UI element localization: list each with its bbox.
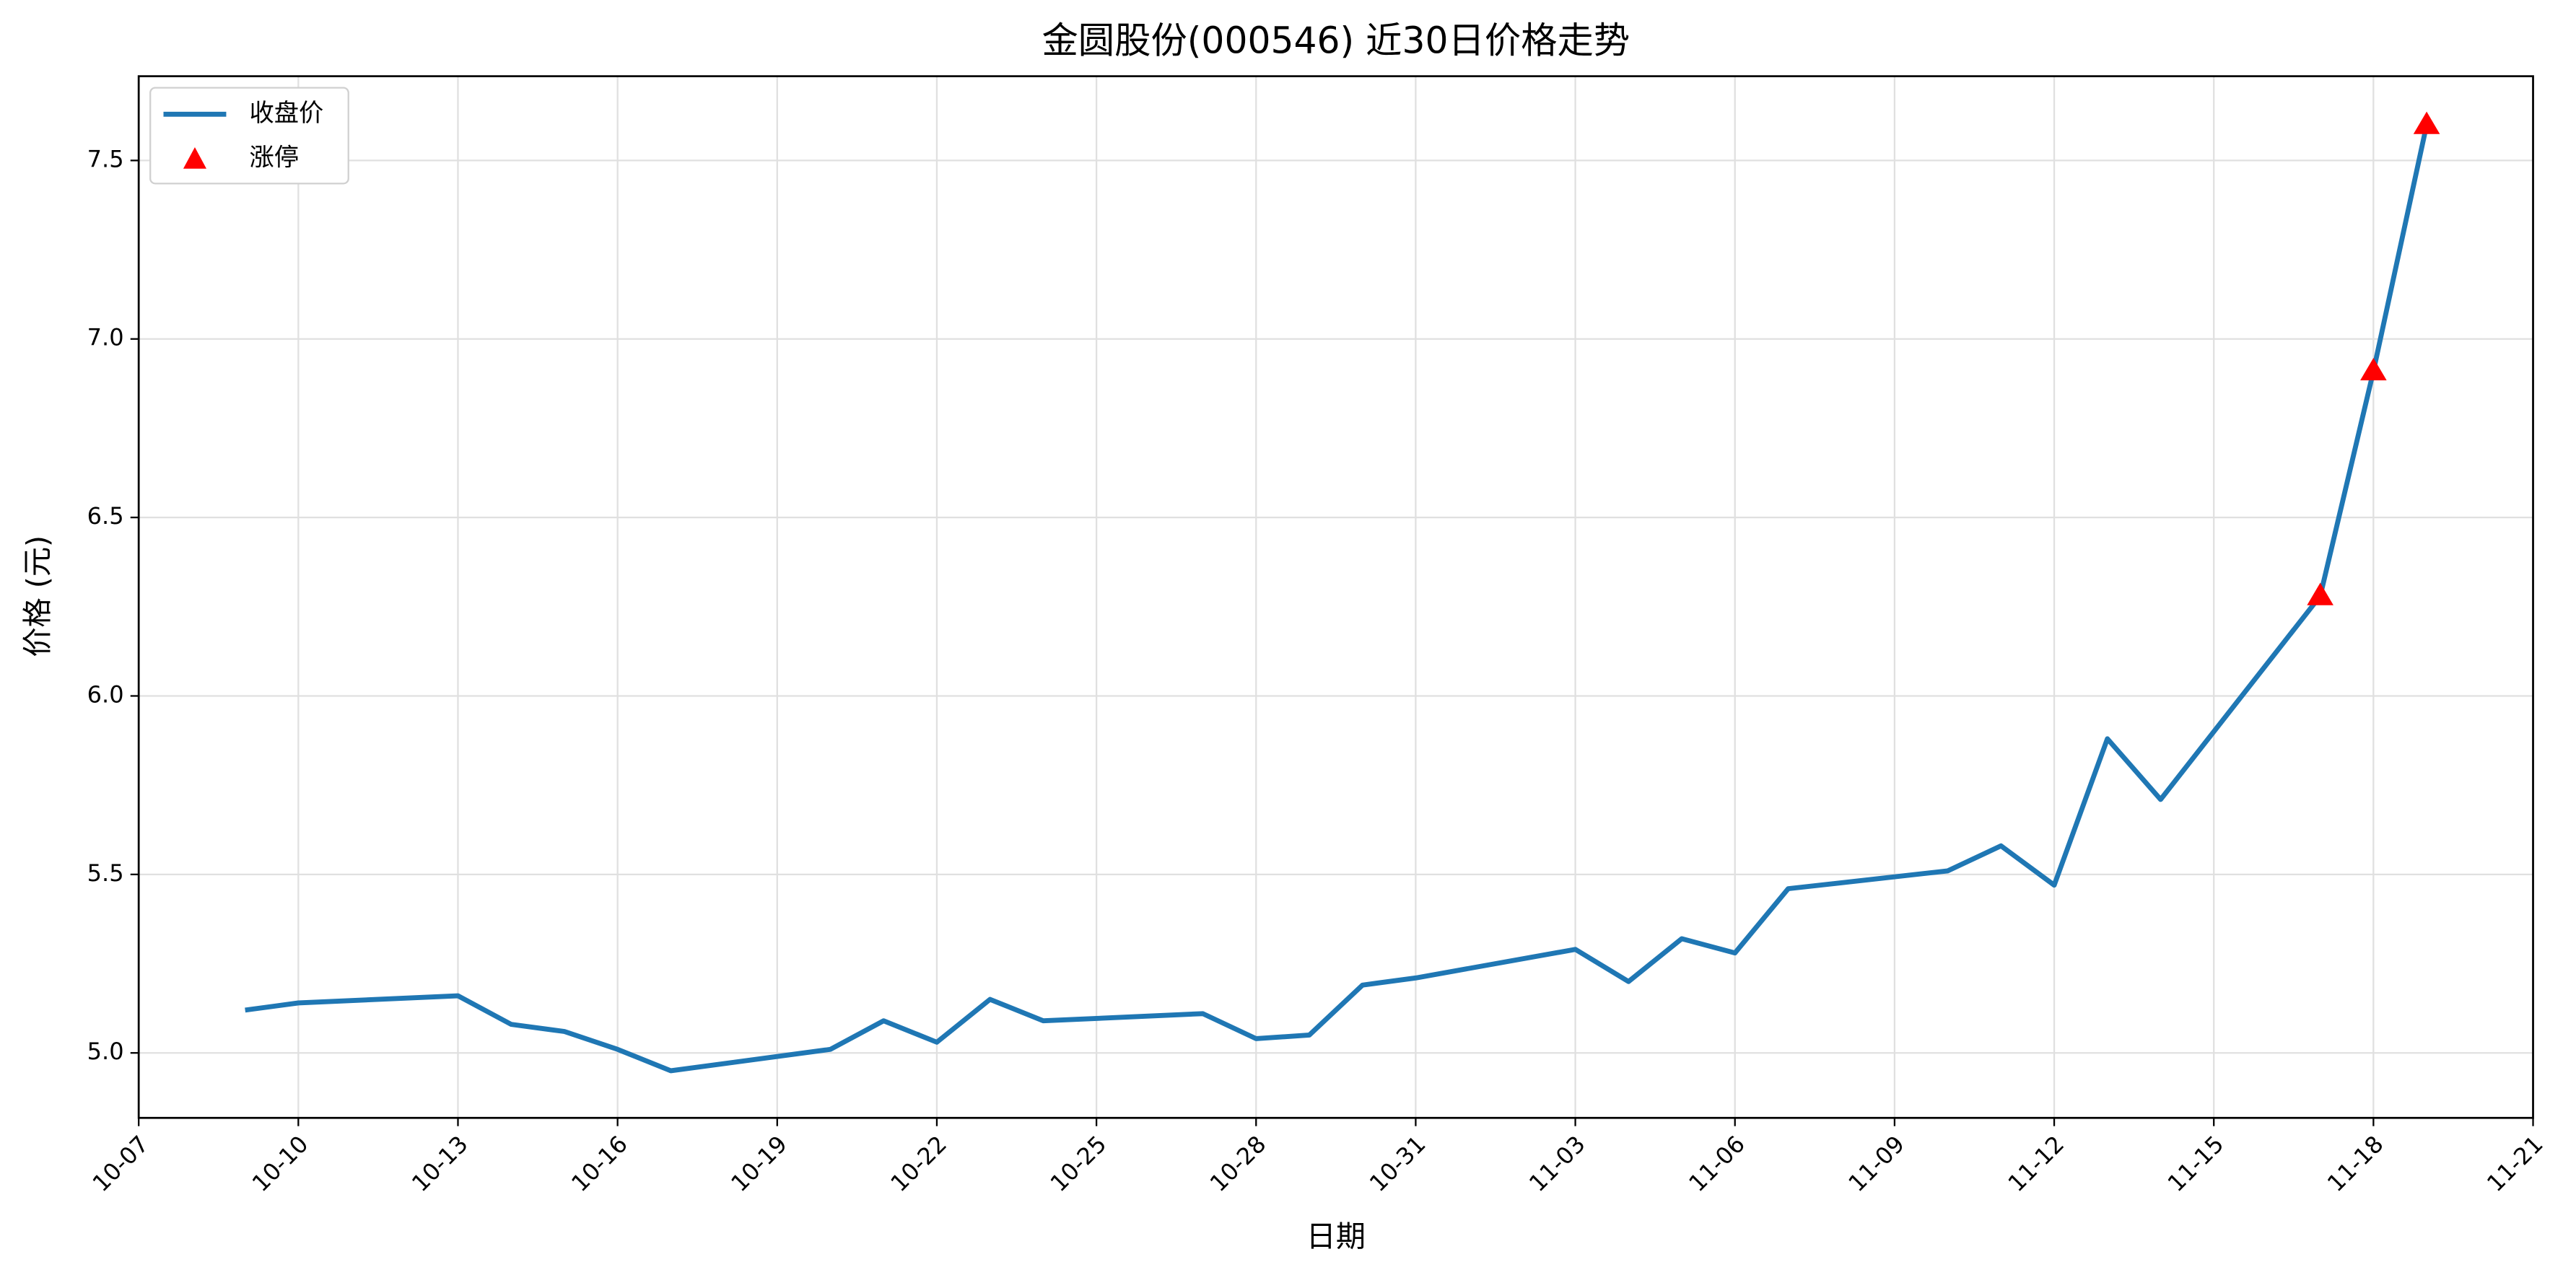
y-tick-label: 7.5 xyxy=(87,145,124,172)
y-tick-label: 6.0 xyxy=(87,680,124,708)
x-tick-label: 11-21 xyxy=(2481,1130,2549,1197)
x-tick-label: 11-12 xyxy=(2003,1130,2070,1197)
x-tick-label: 11-09 xyxy=(1843,1130,1910,1197)
x-tick-label: 11-06 xyxy=(1683,1130,1750,1197)
legend-label: 收盘价 xyxy=(249,99,323,128)
limit-up-marker xyxy=(2360,357,2387,381)
x-tick-label: 11-18 xyxy=(2322,1130,2389,1197)
x-tick-label: 10-28 xyxy=(1205,1130,1272,1197)
x-tick-label: 10-25 xyxy=(1045,1130,1112,1197)
chart-title: 金圆股份(000546) 近30日价格走势 xyxy=(1042,19,1630,61)
y-axis-label: 价格 (元) xyxy=(20,535,55,657)
y-tick-label: 6.5 xyxy=(87,502,124,530)
legend-marker xyxy=(183,147,206,169)
legend-label: 涨停 xyxy=(249,144,299,172)
plot-frame xyxy=(137,75,2534,1119)
y-tick-label: 7.0 xyxy=(87,324,124,351)
y-tick-label: 5.5 xyxy=(87,859,124,887)
limit-up-marker xyxy=(2307,582,2333,605)
x-tick-label: 10-10 xyxy=(247,1130,314,1197)
y-tick-label: 5.0 xyxy=(87,1038,124,1065)
x-tick-label: 10-16 xyxy=(566,1130,633,1197)
x-tick-label: 10-19 xyxy=(725,1130,793,1197)
x-tick-label: 11-03 xyxy=(1524,1130,1591,1197)
x-tick-label: 11-15 xyxy=(2162,1130,2230,1197)
x-tick-label: 10-13 xyxy=(406,1130,473,1197)
x-tick-label: 10-31 xyxy=(1364,1130,1431,1197)
price-line xyxy=(245,124,2429,1074)
limit-up-marker xyxy=(2413,111,2440,134)
x-tick-label: 10-22 xyxy=(885,1130,952,1197)
x-tick-label: 10-07 xyxy=(87,1130,154,1197)
x-axis-label: 日期 xyxy=(1306,1219,1366,1253)
